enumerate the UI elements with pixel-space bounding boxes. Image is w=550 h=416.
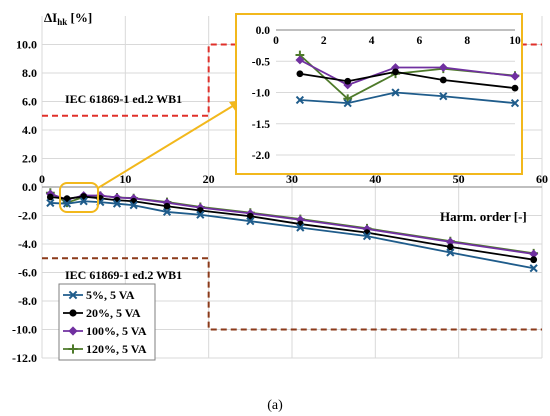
x-tick-label: 0	[39, 172, 45, 186]
y-tick-label: -8.0	[18, 294, 37, 308]
data-point	[246, 217, 255, 226]
y-axis-label-sub: hk	[57, 17, 67, 27]
y-tick-label: 8.0	[22, 66, 37, 80]
y-tick-label: 0.0	[22, 180, 37, 194]
inset-y-tick-label: -1.5	[252, 119, 270, 131]
y-axis-label: ΔIhk [%]	[44, 10, 92, 27]
data-point	[362, 232, 372, 241]
data-point	[246, 212, 254, 220]
data-point	[446, 248, 455, 257]
data-point	[163, 202, 171, 210]
inset-y-tick-label: -1.0	[252, 88, 270, 100]
legend: 5%, 5 VA 20%, 5 VA 100%, 5 VA 120%, 5 VA	[58, 283, 156, 361]
y-tick-label: 4.0	[22, 123, 37, 137]
inset-data-point	[296, 70, 304, 78]
data-point	[62, 199, 72, 208]
y-axis-label-unit: [%]	[67, 10, 92, 25]
inset-chart: 0.0 -0.5 -1.0 -1.5 -2.0 0 2 4 6 8 10	[235, 13, 523, 175]
lower-limit-label: IEC 61869-1 ed.2 WB1	[65, 268, 182, 282]
inset-data-point	[391, 63, 400, 72]
axes: -12.0 -10.0 -8.0 -6.0 -4.0 -2.0 0.0 2.0 4.0 6.0 8.…	[12, 38, 548, 366]
x-tick-label: 50	[453, 172, 465, 186]
data-point	[46, 193, 54, 201]
inset-data-point	[391, 88, 400, 97]
data-point	[296, 223, 305, 232]
data-point	[112, 199, 122, 208]
legend-entry-label: 20%, 5 VA	[86, 306, 141, 320]
series-group	[45, 188, 539, 273]
inset-data-point	[295, 95, 305, 105]
inset-y-tick-label: -2.0	[252, 150, 270, 162]
data-point	[196, 210, 205, 219]
inset-data-point	[438, 63, 448, 72]
y-tick-label: -6.0	[18, 266, 37, 280]
inset-data-point	[510, 99, 520, 108]
inset-y-tick-label: 0.0	[256, 25, 271, 37]
inset-x-tick-label: 6	[417, 35, 423, 47]
x-tick-label: 40	[369, 172, 381, 186]
zoom-highlight	[59, 182, 99, 213]
inset-frame	[235, 13, 523, 175]
x-tick-label: 60	[536, 172, 548, 186]
inset-x-tick-label: 2	[321, 35, 327, 47]
lower-limit-line	[42, 257, 542, 331]
y-tick-label: 2.0	[22, 152, 37, 166]
callout-arrow-line	[97, 103, 237, 189]
inset-data-point	[439, 92, 448, 101]
y-axis-label-main: ΔI	[44, 10, 57, 25]
data-point	[446, 243, 454, 251]
inset-y-tick-label: -0.5	[252, 56, 270, 68]
data-point	[79, 197, 88, 206]
legend-entry-label: 120%, 5 VA	[86, 342, 147, 356]
x-tick-label: 20	[203, 172, 215, 186]
legend-marker	[68, 326, 78, 336]
legend-entry-label: 5%, 5 VA	[86, 288, 135, 302]
inset-x-tick-label: 8	[464, 35, 470, 47]
figure-caption: (a)	[267, 398, 283, 413]
inset-x-tick-label: 4	[369, 35, 375, 47]
x-tick-label: 30	[286, 172, 298, 186]
x-axis-label: Harm. order [-]	[440, 209, 527, 224]
upper-limit-label: IEC 61869-1 ed.2 WB1	[65, 92, 182, 106]
x-tick-label: 10	[119, 172, 131, 186]
y-tick-label: 6.0	[22, 95, 37, 109]
y-tick-label: -12.0	[12, 351, 37, 365]
y-tick-label: -10.0	[12, 323, 37, 337]
legend-marker	[69, 309, 77, 317]
inset-data-point	[510, 71, 520, 81]
inset-data-point	[392, 68, 399, 76]
data-point	[529, 264, 538, 273]
data-point	[529, 249, 539, 259]
y-tick-label: -2.0	[18, 209, 37, 223]
inset-data-point	[439, 76, 447, 84]
inset-x-tick-label: 0	[273, 35, 279, 47]
data-point	[362, 224, 372, 234]
legend-entry-label: 100%, 5 VA	[86, 324, 147, 338]
inset-data-point	[295, 55, 305, 65]
data-point	[63, 195, 71, 203]
data-point	[46, 198, 55, 208]
inset-data-point	[511, 84, 519, 92]
inset-x-tick-label: 10	[509, 35, 521, 47]
inset-data-point	[344, 77, 352, 85]
data-point	[445, 237, 455, 247]
data-point	[530, 256, 538, 264]
legend-marker	[68, 344, 78, 354]
legend-marker	[68, 290, 78, 300]
data-point	[129, 201, 138, 210]
y-tick-label: 10.0	[16, 38, 37, 52]
data-point	[162, 207, 172, 217]
y-tick-label: -4.0	[18, 237, 37, 251]
inset-data-point	[343, 99, 352, 108]
inset-data-point	[343, 94, 353, 104]
